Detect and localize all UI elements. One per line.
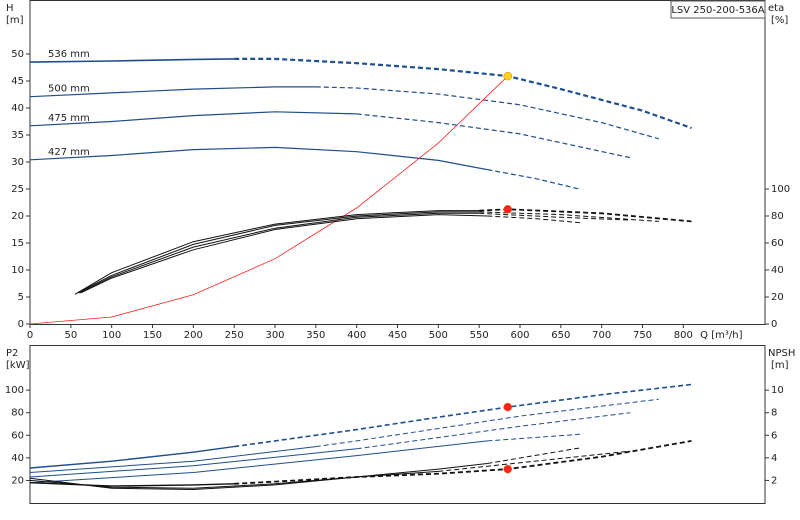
y2-axis-unit: [m]: [771, 360, 789, 371]
curve: [29, 146, 488, 171]
curve: [29, 440, 488, 484]
curve: [479, 212, 631, 221]
y-axis-unit: [m]: [6, 15, 24, 26]
y2-tick-label: 100: [771, 184, 790, 195]
x-tick-label: 650: [551, 330, 570, 341]
operating-point: [503, 71, 512, 81]
x-tick-label: 250: [225, 330, 244, 341]
y-tick-label: 50: [11, 49, 24, 60]
y-tick-label: 0: [18, 319, 24, 330]
curve-label: 427 mm: [48, 147, 90, 158]
y2-tick-label: 6: [771, 430, 777, 441]
curve: [29, 75, 509, 325]
y-tick-label: 25: [11, 184, 24, 195]
x-tick-label: 550: [470, 330, 489, 341]
operating-point: [503, 464, 512, 474]
curve: [29, 445, 235, 469]
x-tick-label: 400: [347, 330, 366, 341]
y2-tick-label: 80: [771, 211, 784, 222]
plot-frame: [29, 345, 766, 504]
x-tick-label: 750: [633, 330, 652, 341]
curve: [234, 57, 692, 130]
curve: [29, 86, 316, 98]
curve: [438, 450, 631, 472]
curve: [356, 113, 631, 159]
y-tick-label: 20: [11, 211, 24, 222]
x-tick-label: 350: [306, 330, 325, 341]
curve: [29, 111, 357, 127]
y2-tick-label: 0: [771, 319, 777, 330]
title-box: [670, 0, 766, 19]
y-tick-label: 40: [11, 103, 24, 114]
curve: [487, 215, 582, 224]
curve: [74, 210, 480, 295]
curve: [77, 211, 480, 294]
y2-tick-label: 40: [771, 265, 784, 276]
curve: [356, 412, 631, 450]
y2-tick-label: 8: [771, 408, 777, 419]
operating-point: [503, 205, 512, 214]
y-tick-label: 60: [11, 430, 24, 441]
y-axis-label: H: [6, 3, 14, 14]
y2-axis-label: NPSH: [768, 348, 795, 359]
plot-frame: [29, 0, 766, 325]
curve: [29, 58, 235, 63]
x-tick-label: 100: [102, 330, 121, 341]
x-axis-label: Q [m³/h]: [700, 330, 742, 341]
curve: [479, 208, 692, 223]
curve-label: 536 mm: [48, 49, 90, 60]
y-axis-label: P2: [6, 348, 18, 359]
curve: [487, 169, 582, 191]
curve: [315, 398, 659, 448]
y-tick-label: 15: [11, 238, 24, 249]
x-tick-label: 500: [429, 330, 448, 341]
x-tick-label: 700: [592, 330, 611, 341]
curve-label: 475 mm: [48, 113, 90, 124]
curve: [315, 86, 659, 140]
chart-title: LSV 250-200-536A: [671, 5, 764, 16]
x-tick-label: 450: [388, 330, 407, 341]
curve: [29, 482, 235, 487]
x-tick-label: 300: [265, 330, 284, 341]
y-tick-label: 40: [11, 453, 24, 464]
y-axis-unit: [kW]: [6, 360, 30, 371]
y2-axis-unit: [%]: [771, 15, 788, 26]
y-tick-label: 35: [11, 130, 24, 141]
x-tick-label: 150: [143, 330, 162, 341]
y-tick-label: 45: [11, 76, 24, 87]
x-tick-label: 800: [674, 330, 693, 341]
curve: [487, 433, 582, 442]
curve: [78, 212, 480, 294]
y2-tick-label: 2: [771, 475, 777, 486]
y-tick-label: 10: [11, 265, 24, 276]
y-tick-label: 100: [5, 385, 24, 396]
y2-tick-label: 60: [771, 238, 784, 249]
curve: [29, 463, 488, 491]
y-tick-label: 20: [11, 475, 24, 486]
curve: [29, 470, 439, 489]
y2-tick-label: 20: [771, 292, 784, 303]
y-tick-label: 5: [18, 292, 24, 303]
curve: [234, 440, 692, 485]
x-tick-label: 0: [27, 330, 33, 341]
curve: [234, 383, 692, 448]
y-tick-label: 30: [11, 157, 24, 168]
y2-tick-label: 4: [771, 453, 777, 464]
y-tick-label: 80: [11, 408, 24, 419]
y2-tick-label: 10: [771, 385, 784, 396]
curve-label: 500 mm: [48, 84, 90, 95]
x-tick-label: 50: [64, 330, 77, 341]
x-tick-label: 600: [510, 330, 529, 341]
curve: [29, 448, 357, 478]
curve: [29, 446, 316, 473]
operating-point: [503, 402, 512, 412]
curve: [80, 214, 488, 294]
y2-axis-label: eta: [768, 3, 784, 14]
x-tick-label: 200: [184, 330, 203, 341]
